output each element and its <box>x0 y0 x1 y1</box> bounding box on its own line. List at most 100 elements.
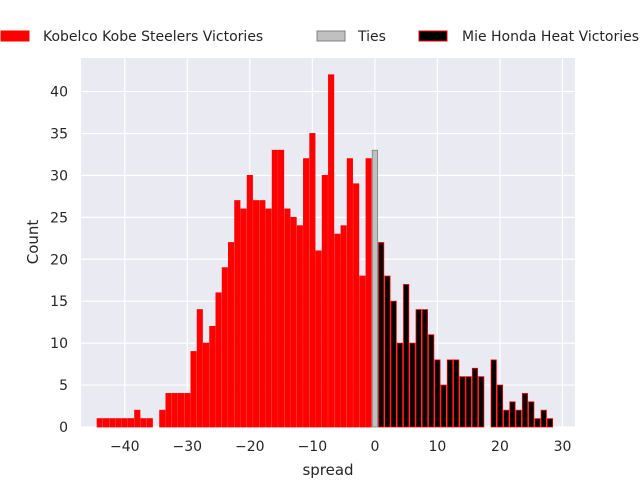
bar <box>196 309 203 428</box>
bar <box>284 208 291 428</box>
bar <box>240 208 247 428</box>
bar <box>390 300 397 428</box>
bar <box>428 334 435 428</box>
bar <box>134 409 141 428</box>
y-tick-label: 25 <box>50 210 68 226</box>
bar <box>490 359 497 428</box>
x-tick-label: 30 <box>554 439 572 455</box>
bar <box>528 401 535 428</box>
bar <box>271 149 278 428</box>
bar <box>109 418 116 428</box>
x-tick-label: 20 <box>491 439 509 455</box>
bar <box>346 158 353 428</box>
x-tick-label: 10 <box>429 439 447 455</box>
legend-swatch <box>0 30 30 42</box>
bar <box>246 175 253 428</box>
bar <box>434 359 441 428</box>
bar <box>359 275 366 428</box>
x-tick-label: −10 <box>298 439 328 455</box>
legend-swatch <box>418 30 448 42</box>
bar <box>384 275 391 428</box>
bar <box>365 158 372 428</box>
x-tick-label: −40 <box>110 439 140 455</box>
bar <box>403 284 410 428</box>
bar <box>465 376 472 428</box>
bar <box>409 342 416 428</box>
y-axis-ticks: 0 5 10 15 20 25 30 35 40 <box>50 85 68 436</box>
bar <box>234 200 241 428</box>
bar <box>171 393 178 428</box>
bar <box>146 418 153 428</box>
bar <box>159 409 166 428</box>
bar <box>446 359 453 428</box>
bar <box>334 233 341 428</box>
bar <box>209 325 216 428</box>
bar <box>453 359 460 428</box>
bar <box>115 418 122 428</box>
bar <box>321 175 328 428</box>
legend-label: Mie Honda Heat Victories <box>462 29 639 45</box>
y-tick-label: 15 <box>50 294 68 310</box>
bar <box>415 309 422 428</box>
bar <box>459 376 466 428</box>
bar <box>165 393 172 428</box>
x-tick-label: −20 <box>235 439 265 455</box>
bar <box>215 292 222 428</box>
bar <box>378 242 385 428</box>
y-tick-label: 40 <box>50 85 68 101</box>
histogram-bars <box>96 74 554 428</box>
bar <box>540 409 547 428</box>
bar <box>253 200 260 428</box>
y-tick-label: 10 <box>50 336 68 352</box>
bar <box>127 418 135 428</box>
bar <box>278 149 285 428</box>
bar <box>521 393 529 428</box>
bar <box>265 208 272 428</box>
bar <box>203 342 210 428</box>
y-tick-label: 5 <box>59 378 68 394</box>
bar <box>221 267 228 428</box>
bar <box>340 225 347 428</box>
bar <box>496 384 504 428</box>
bar <box>290 216 297 428</box>
bar <box>140 418 147 428</box>
plot-background <box>81 58 575 427</box>
bar <box>309 133 316 428</box>
bar <box>478 376 485 428</box>
bar <box>546 418 554 428</box>
bar <box>503 409 510 428</box>
x-axis-label: spread <box>302 461 353 479</box>
bar <box>303 158 310 428</box>
bar <box>315 250 322 428</box>
bar <box>121 418 128 428</box>
legend-label: Ties <box>357 29 386 45</box>
bar <box>534 418 541 428</box>
bar <box>96 418 103 428</box>
y-tick-label: 20 <box>50 252 68 268</box>
x-axis-ticks: −40 −30 −20 −10 0 10 20 30 <box>110 439 571 455</box>
bar <box>371 149 378 428</box>
bar <box>228 242 235 428</box>
bar <box>471 367 479 428</box>
legend-label: Kobelco Kobe Steelers Victories <box>43 29 263 45</box>
bar <box>177 393 185 428</box>
legend: Kobelco Kobe Steelers Victories Ties Mie H… <box>0 29 639 45</box>
legend-swatch <box>316 30 346 42</box>
x-tick-label: −30 <box>173 439 203 455</box>
y-tick-label: 35 <box>50 126 68 142</box>
bar <box>396 342 403 428</box>
y-axis-label: Count <box>24 220 42 265</box>
x-tick-label: 0 <box>370 439 379 455</box>
bar <box>102 418 110 428</box>
bar <box>353 183 360 428</box>
bar <box>421 309 428 428</box>
bar <box>296 225 303 428</box>
bar <box>328 74 335 428</box>
bar <box>509 401 516 428</box>
bar <box>184 393 191 428</box>
bar <box>440 384 447 428</box>
bar <box>190 351 197 428</box>
bar <box>515 409 522 428</box>
y-tick-label: 0 <box>59 420 68 436</box>
